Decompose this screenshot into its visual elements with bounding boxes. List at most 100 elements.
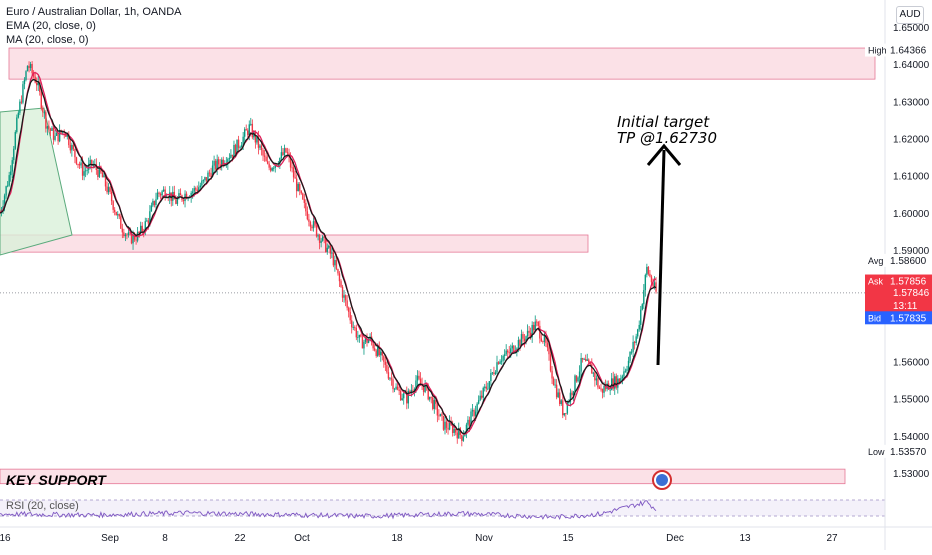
candle-body [589, 362, 591, 365]
zone-rect-2 [0, 234, 589, 253]
candle-body [578, 371, 581, 378]
candle-body [563, 413, 565, 416]
candle-body [104, 175, 107, 187]
candle-body [621, 376, 624, 379]
candle-body [80, 162, 82, 166]
candle-body [211, 165, 214, 177]
candle-body [230, 154, 232, 159]
candle-body [581, 358, 584, 360]
candle-body [647, 266, 650, 274]
candle-body [169, 192, 171, 199]
candle-body [552, 378, 555, 386]
candle-body [337, 268, 339, 274]
legend-ema[interactable]: EMA (20, close, 0) [6, 20, 96, 32]
candle-body [13, 148, 15, 161]
candle-body [381, 351, 384, 356]
candle-body [204, 177, 206, 180]
time-tick-label: 18 [391, 533, 403, 544]
candle-body [202, 179, 205, 181]
candle-body [352, 327, 354, 328]
candle-body [455, 428, 457, 433]
currency-button[interactable]: AUD [896, 6, 924, 24]
candle-body [429, 396, 431, 400]
candle-body [16, 117, 18, 133]
candle-body [357, 337, 359, 339]
candle-body [502, 355, 504, 361]
candle-body [355, 327, 358, 338]
candle-body [144, 221, 146, 232]
candle-body [117, 214, 119, 216]
candle-body [22, 84, 24, 103]
candle-body [113, 209, 116, 212]
avg-tag-value-bg [887, 253, 932, 267]
candle-body [485, 386, 487, 389]
candle-body [399, 391, 402, 401]
candle-body [588, 359, 590, 363]
candle-body [456, 432, 458, 439]
candle-body [419, 378, 422, 384]
candle-body [318, 235, 321, 243]
candle-body [412, 389, 414, 391]
candle-body [178, 193, 180, 199]
candle-body [635, 336, 637, 343]
candle-body [620, 378, 622, 383]
candle-body [360, 334, 362, 337]
time-tick-label: Sep [101, 533, 119, 544]
candle-body [476, 403, 478, 412]
candle-body [54, 135, 56, 140]
legend-ma[interactable]: MA (20, close, 0) [6, 34, 89, 46]
zone-rect-3 [0, 468, 846, 485]
candle-body [580, 358, 582, 372]
candle-body [11, 160, 13, 172]
candle-body [29, 64, 32, 68]
price-tick-label: 1.60000 [893, 209, 930, 220]
target-arrow-shaft [656, 149, 666, 366]
candle-body [257, 136, 260, 148]
candle-body [286, 152, 289, 154]
candle-body [135, 239, 137, 241]
candle-body [568, 402, 570, 403]
candle-body [269, 167, 272, 171]
candle-body [630, 351, 633, 353]
candle-body [19, 101, 21, 113]
candle-body [503, 354, 506, 356]
candle-body [461, 434, 463, 441]
candle-body [239, 147, 241, 149]
candle-body [234, 144, 237, 155]
candle-body [441, 413, 443, 416]
avg-tag-value: 1.58600 [890, 256, 927, 267]
candle-body [101, 172, 104, 178]
candle-body [120, 216, 122, 229]
candle-body [253, 132, 255, 138]
high-tag-value-bg [887, 43, 932, 57]
candle-body [487, 388, 489, 390]
candle-body [528, 330, 530, 333]
candle-body [199, 185, 202, 188]
target-label-line1: Initial target [617, 113, 710, 131]
candle-body [283, 148, 286, 156]
avg-tag-label-bg [865, 253, 887, 267]
candle-body [375, 350, 377, 356]
candle-body [118, 214, 120, 217]
time-tick-label: 8 [162, 533, 168, 544]
candle-body [586, 359, 588, 361]
candle-body [323, 236, 325, 238]
time-tick-label: 13 [739, 533, 751, 544]
legend-rsi[interactable]: RSI (20, close) [6, 500, 79, 512]
legend-symbol[interactable]: Euro / Australian Dollar, 1h, OANDA [6, 6, 182, 18]
candle-body [392, 379, 394, 389]
candle-body [497, 362, 500, 364]
candle-body [577, 377, 579, 382]
candle-body [214, 160, 217, 170]
candle-body [289, 156, 292, 168]
candle-body [467, 419, 469, 425]
candle-body [629, 351, 631, 361]
candle-body [425, 384, 428, 385]
candle-body [147, 220, 150, 224]
candle-body [358, 334, 361, 338]
candle-body [583, 359, 585, 360]
candle-body [363, 341, 365, 349]
candle-body [243, 129, 246, 137]
